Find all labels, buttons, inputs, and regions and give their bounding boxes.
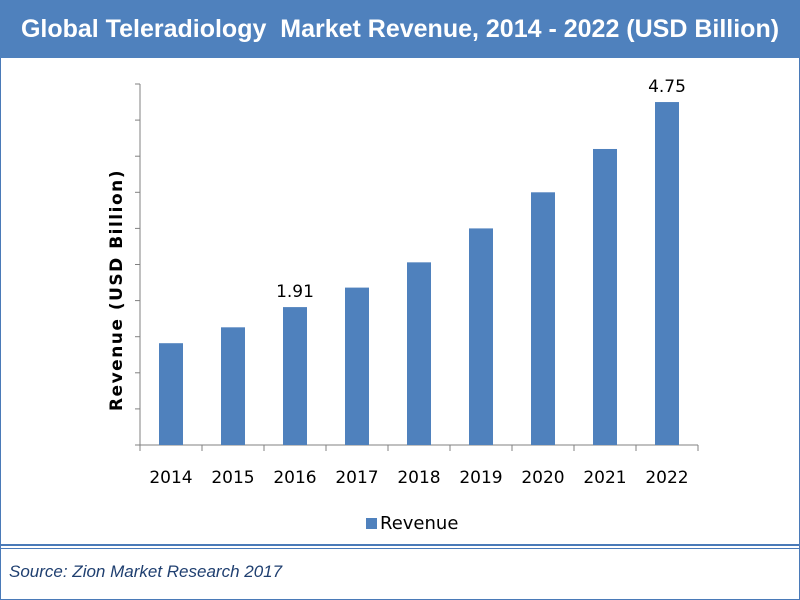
- data-label-2022: 4.75: [648, 77, 686, 97]
- bar-2019: [469, 228, 493, 445]
- bar-2022: [655, 102, 679, 446]
- x-tick-label-2022: 2022: [645, 468, 688, 488]
- legend-label-revenue: Revenue: [380, 513, 458, 534]
- legend-swatch-revenue: [366, 518, 377, 529]
- bar-2016: [283, 307, 307, 445]
- bar-2021: [593, 148, 617, 446]
- source-divider-thin: [0, 548, 800, 549]
- x-tick-label-2020: 2020: [521, 468, 564, 488]
- chart-title: Global Teleradiology Market Revenue, 201…: [20, 14, 780, 43]
- x-tick-label-2014: 2014: [149, 468, 192, 488]
- x-tick-label-2021: 2021: [583, 468, 626, 488]
- data-label-2016: 1.91: [276, 282, 314, 302]
- source-text: Source: Zion Market Research 2017: [9, 562, 283, 581]
- x-tick-label-2015: 2015: [211, 468, 254, 488]
- bar-2017: [345, 287, 369, 445]
- x-tick-label-2018: 2018: [397, 468, 440, 488]
- bar-2015: [221, 327, 245, 445]
- bar-2014: [159, 343, 183, 445]
- x-tick-label-2019: 2019: [459, 468, 502, 488]
- x-tick-label-2016: 2016: [273, 468, 316, 488]
- bar-2018: [407, 262, 431, 445]
- x-tick-label-2017: 2017: [335, 468, 378, 488]
- source-divider: [0, 544, 800, 546]
- bar-2020: [531, 192, 555, 445]
- y-axis-label: Revenue (USD Billion): [107, 169, 127, 411]
- title-bar: Global Teleradiology Market Revenue, 201…: [0, 0, 800, 58]
